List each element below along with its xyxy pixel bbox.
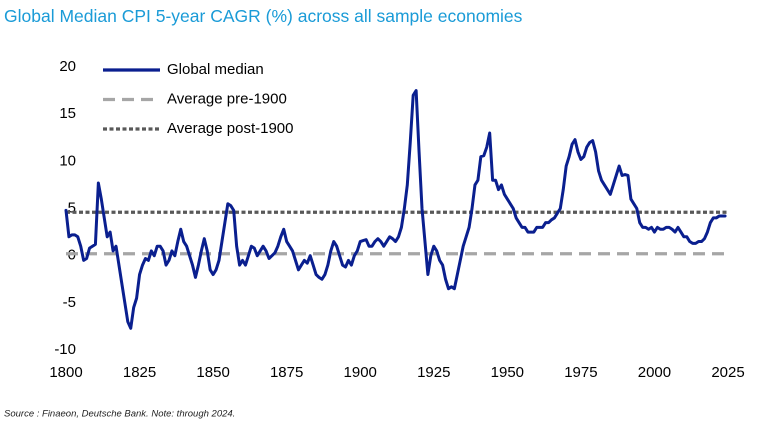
legend-label: Global median xyxy=(167,61,264,78)
x-tick-label: 1850 xyxy=(196,364,229,381)
y-tick-label: -5 xyxy=(63,294,76,311)
x-tick-label: 1950 xyxy=(491,364,524,381)
chart-title: Global Median CPI 5-year CAGR (%) across… xyxy=(4,6,523,26)
x-tick-label: 2000 xyxy=(638,364,671,381)
y-tick-label: 10 xyxy=(59,152,76,169)
x-tick-label: 1875 xyxy=(270,364,303,381)
y-tick-label: 5 xyxy=(68,199,76,216)
legend-label: Average post-1900 xyxy=(167,120,293,137)
x-tick-label: 1925 xyxy=(417,364,450,381)
source-note: Source : Finaeon, Deutsche Bank. Note: t… xyxy=(4,409,235,420)
y-tick-label: -10 xyxy=(54,341,76,358)
y-tick-label: 20 xyxy=(59,58,76,75)
x-tick-label: 1900 xyxy=(344,364,377,381)
x-tick-label: 1825 xyxy=(123,364,156,381)
legend-label: Average pre-1900 xyxy=(167,90,287,107)
x-tick-label: 1975 xyxy=(564,364,597,381)
x-tick-label: 1800 xyxy=(49,364,82,381)
series-line xyxy=(64,89,727,330)
x-tick-label: 2025 xyxy=(711,364,744,381)
y-tick-label: 15 xyxy=(59,105,76,122)
